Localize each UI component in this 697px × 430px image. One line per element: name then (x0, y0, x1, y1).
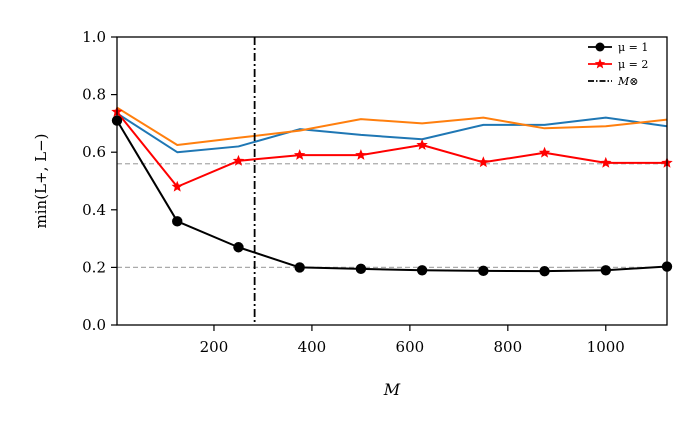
x-tick-label-0: 200 (200, 338, 229, 356)
point-0-6 (478, 265, 489, 277)
x-tick-label-4: 1000 (587, 338, 625, 356)
point-0-2 (233, 242, 244, 253)
point-0-7 (539, 265, 550, 277)
markers-layer (111, 105, 673, 277)
plot-frame (116, 36, 668, 326)
point-0-5 (416, 265, 428, 276)
x-tick-label-1: 400 (298, 338, 327, 356)
legend-mu1-marker (595, 42, 605, 52)
y-axis-label: min(L+, L−) (32, 134, 50, 229)
series-line-3 (117, 106, 667, 146)
point-0-3 (294, 262, 305, 273)
point-0-8 (600, 265, 611, 276)
legend-mu2-label: μ = 2 (618, 58, 648, 71)
point-1-4 (355, 149, 367, 160)
x-tick-label-2: 600 (396, 338, 425, 356)
x-tick-label-3: 800 (494, 338, 523, 356)
y-tick-label-3: 0.6 (82, 143, 106, 161)
y-axis: 0.0 0.2 0.4 0.6 0.8 1.0 (82, 28, 117, 334)
series-line-0 (117, 120, 667, 273)
y-tick-label-5: 1.0 (82, 28, 106, 46)
legend-mu2-marker (594, 58, 606, 69)
point-1-5 (416, 139, 428, 150)
series-line-2 (117, 112, 667, 154)
reference-lines (117, 163, 667, 268)
y-tick-label-4: 0.8 (82, 86, 106, 104)
series-line-1 (117, 111, 667, 188)
legend: μ = 1 μ = 2 M⊗ (588, 41, 648, 88)
x-axis: 200 400 600 800 1000 (200, 325, 625, 356)
point-1-7 (538, 146, 551, 158)
point-0-4 (355, 263, 367, 275)
y-tick-label-0: 0.0 (82, 316, 106, 334)
point-0-1 (172, 216, 183, 227)
y-tick-label-1: 0.2 (82, 258, 106, 276)
legend-vline-label: M⊗ (617, 75, 638, 88)
point-1-1 (171, 180, 183, 192)
point-1-8 (600, 156, 612, 168)
legend-mu1-label: μ = 1 (618, 41, 648, 54)
point-1-3 (293, 149, 306, 160)
series-layer (117, 106, 667, 273)
y-tick-label-2: 0.4 (82, 201, 106, 219)
point-1-2 (232, 154, 245, 166)
x-axis-label: M (383, 380, 401, 399)
point-1-6 (477, 156, 490, 168)
